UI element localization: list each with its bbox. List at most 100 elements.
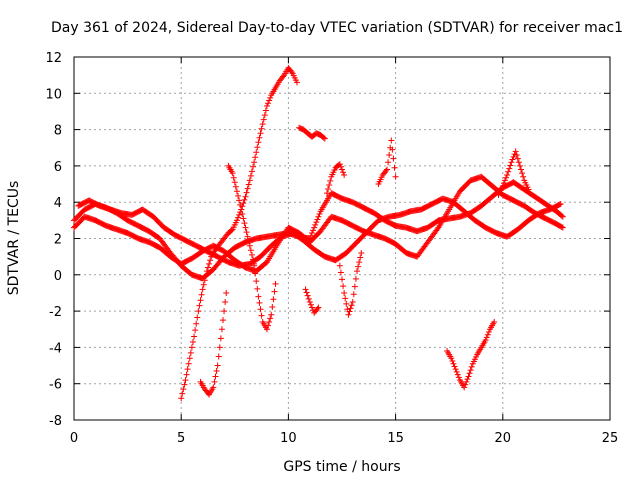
data-point <box>185 360 192 367</box>
data-point <box>356 259 363 266</box>
data-points <box>71 64 566 402</box>
data-point <box>211 378 218 385</box>
series-track-b <box>71 173 566 275</box>
data-point <box>452 366 459 373</box>
chart-title: Day 361 of 2024, Sidereal Day-to-day VTE… <box>51 20 623 36</box>
data-point <box>258 125 265 132</box>
data-point <box>244 233 251 240</box>
data-point <box>390 155 397 162</box>
y-tick-label: 12 <box>45 51 62 66</box>
data-point <box>512 148 519 155</box>
data-point <box>252 270 259 277</box>
data-point <box>236 211 243 218</box>
data-point <box>448 355 455 362</box>
data-point <box>336 262 343 269</box>
data-point <box>205 264 211 271</box>
data-point <box>346 308 353 315</box>
data-point <box>236 197 243 204</box>
data-point <box>245 181 252 188</box>
data-point <box>314 216 321 223</box>
data-point <box>245 238 252 245</box>
data-point <box>308 304 315 311</box>
data-point <box>303 289 310 296</box>
data-point <box>343 300 350 307</box>
x-tick-label: 15 <box>387 431 404 446</box>
data-point <box>196 302 203 309</box>
series-spike-14-15 <box>375 137 399 188</box>
data-point <box>337 269 344 276</box>
data-point <box>339 276 345 283</box>
data-point <box>179 390 186 397</box>
data-point <box>351 283 358 290</box>
data-point <box>385 159 392 166</box>
data-point <box>307 301 314 308</box>
data-point <box>268 311 275 318</box>
data-point <box>212 373 219 380</box>
data-point <box>462 381 469 388</box>
data-point <box>293 79 300 86</box>
data-point <box>243 229 250 236</box>
data-point <box>244 185 251 192</box>
data-point <box>463 378 470 385</box>
y-tick-label: 8 <box>54 124 62 139</box>
data-point <box>320 134 327 141</box>
data-point <box>558 212 565 219</box>
data-point <box>558 224 565 231</box>
data-point <box>464 376 471 383</box>
y-tick-label: 6 <box>54 160 62 175</box>
y-tick-label: -8 <box>49 414 62 429</box>
data-point <box>288 68 295 75</box>
data-point <box>559 224 566 231</box>
data-point <box>248 168 255 175</box>
data-point <box>315 213 322 220</box>
y-axis-label: SDTVAR / TECUs <box>6 181 22 296</box>
data-point <box>243 189 250 196</box>
data-point <box>255 139 262 146</box>
data-point <box>263 326 270 333</box>
data-point <box>342 295 349 302</box>
data-point <box>199 286 206 293</box>
data-point <box>305 295 312 302</box>
data-point <box>308 230 315 237</box>
data-point <box>221 308 228 315</box>
data-point <box>484 331 491 338</box>
data-point <box>271 288 278 295</box>
series-spike-12 <box>323 161 348 197</box>
data-point <box>506 165 513 172</box>
data-point <box>499 182 506 189</box>
data-point <box>251 262 258 269</box>
data-point <box>451 363 458 370</box>
data-point <box>203 268 210 275</box>
data-point <box>313 219 320 226</box>
data-point <box>500 180 507 187</box>
x-tick-label: 25 <box>602 431 619 446</box>
data-point <box>184 366 191 373</box>
data-point <box>218 326 225 333</box>
y-tick-label: 4 <box>54 196 62 211</box>
series-peak-20 <box>495 148 532 198</box>
data-point <box>239 210 246 217</box>
data-point <box>232 183 239 190</box>
data-point <box>507 162 514 169</box>
data-point <box>207 257 214 264</box>
data-point <box>238 206 245 213</box>
data-point <box>354 268 361 275</box>
data-point <box>267 94 274 101</box>
data-point <box>314 305 321 312</box>
data-point <box>230 174 237 181</box>
data-point <box>182 377 189 384</box>
series-arc-18 <box>444 318 498 391</box>
data-point <box>242 193 249 200</box>
data-point <box>513 152 520 159</box>
data-point <box>325 186 332 193</box>
data-point <box>178 395 185 402</box>
x-tick-label: 20 <box>495 431 512 446</box>
data-point <box>228 227 235 234</box>
series-drop-6 <box>197 289 230 398</box>
data-point <box>241 196 248 203</box>
data-point <box>263 103 270 110</box>
data-point <box>259 121 266 128</box>
data-point <box>501 177 508 184</box>
data-point <box>525 186 532 193</box>
